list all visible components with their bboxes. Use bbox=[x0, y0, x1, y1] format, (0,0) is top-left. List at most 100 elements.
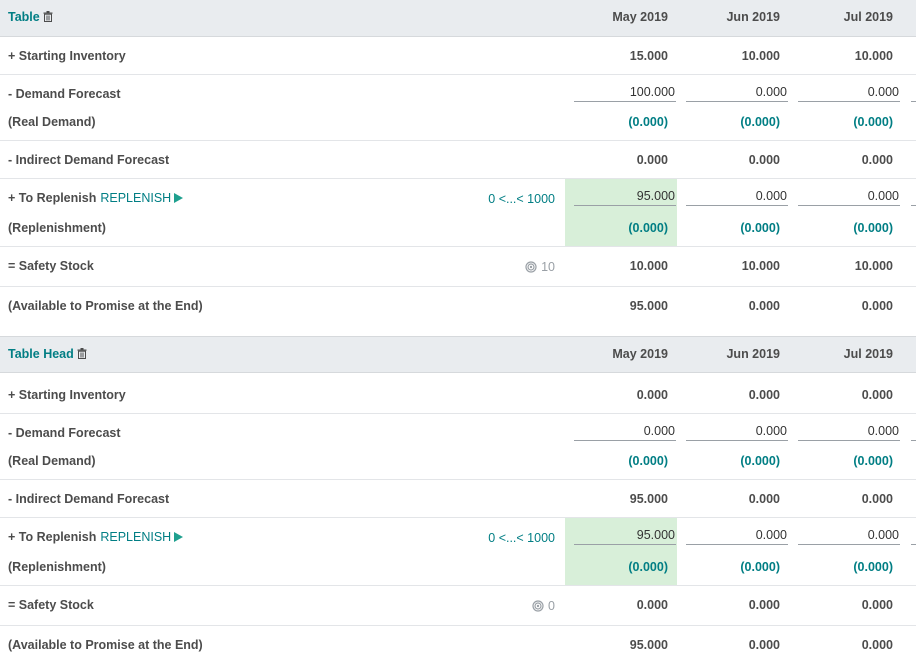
replenish-highlight-cell bbox=[565, 179, 677, 246]
row-divider bbox=[0, 479, 916, 480]
real-demand-value: (0.000) bbox=[740, 115, 780, 129]
column-header-month: Jun 2019 bbox=[726, 10, 780, 24]
input-edge bbox=[911, 544, 916, 545]
starting-inventory-value: 0.000 bbox=[636, 388, 668, 402]
play-icon bbox=[174, 532, 184, 542]
starting-inventory-value: 15.000 bbox=[629, 49, 668, 63]
indirect-demand-value: 0.000 bbox=[748, 153, 780, 167]
row-divider bbox=[0, 625, 916, 626]
input-edge bbox=[911, 440, 916, 441]
replenishment-value: (0.000) bbox=[853, 221, 893, 235]
available-to-promise-value: 0.000 bbox=[748, 638, 780, 652]
row-label-replenishment: (Replenishment) bbox=[8, 560, 106, 574]
target-icon bbox=[525, 261, 537, 273]
column-header-month: Jul 2019 bbox=[843, 347, 893, 361]
safety-stock-value: 10.000 bbox=[741, 259, 780, 273]
row-label-starting-inventory: + Starting Inventory bbox=[8, 388, 126, 402]
safety-stock-value: 10.000 bbox=[629, 259, 668, 273]
demand-forecast-input[interactable]: 0.000 bbox=[686, 84, 788, 102]
safety-stock-target[interactable]: 0 bbox=[515, 599, 555, 613]
row-divider bbox=[0, 585, 916, 586]
product-name-link[interactable]: Table Head bbox=[8, 347, 87, 362]
row-divider bbox=[0, 140, 916, 141]
row-label-real-demand: (Real Demand) bbox=[8, 115, 96, 129]
replenish-button[interactable]: REPLENISH bbox=[100, 530, 184, 544]
real-demand-value: (0.000) bbox=[628, 115, 668, 129]
available-to-promise-value: 0.000 bbox=[861, 299, 893, 313]
demand-forecast-input[interactable]: 0.000 bbox=[798, 84, 900, 102]
demand-forecast-input[interactable]: 100.000 bbox=[574, 84, 676, 102]
row-divider bbox=[0, 178, 916, 179]
to-replenish-input[interactable]: 0.000 bbox=[686, 188, 788, 206]
input-edge bbox=[911, 101, 916, 102]
row-label-safety-stock: = Safety Stock bbox=[8, 259, 94, 273]
row-label-starting-inventory: + Starting Inventory bbox=[8, 49, 126, 63]
indirect-demand-value: 95.000 bbox=[629, 492, 668, 506]
replenish-button[interactable]: REPLENISH bbox=[100, 191, 184, 205]
starting-inventory-value: 10.000 bbox=[854, 49, 893, 63]
to-replenish-input[interactable]: 95.000 bbox=[574, 188, 676, 206]
min-max-range-link[interactable]: 0 <...< 1000 bbox=[488, 192, 555, 206]
play-icon bbox=[174, 193, 184, 203]
to-replenish-input[interactable]: 0.000 bbox=[686, 527, 788, 545]
trash-icon[interactable] bbox=[43, 11, 53, 25]
column-header-month: Jul 2019 bbox=[843, 10, 893, 24]
real-demand-value: (0.000) bbox=[853, 115, 893, 129]
product-section-table-head: Table Head May 2019 Jun 2019 Jul 2019 + … bbox=[0, 336, 916, 671]
safety-stock-value: 0.000 bbox=[861, 598, 893, 612]
real-demand-value: (0.000) bbox=[853, 454, 893, 468]
row-label-real-demand: (Real Demand) bbox=[8, 454, 96, 468]
safety-stock-value: 10.000 bbox=[854, 259, 893, 273]
replenishment-value: (0.000) bbox=[628, 560, 668, 574]
trash-icon[interactable] bbox=[77, 348, 87, 362]
to-replenish-label: + To Replenish bbox=[8, 191, 97, 205]
product-section-table: Table May 2019 Jun 2019 Jul 2019 + Start… bbox=[0, 0, 916, 313]
replenishment-value: (0.000) bbox=[853, 560, 893, 574]
demand-forecast-input[interactable]: 0.000 bbox=[686, 423, 788, 441]
row-label-demand-forecast: - Demand Forecast bbox=[8, 87, 121, 101]
available-to-promise-value: 0.000 bbox=[748, 299, 780, 313]
row-label-indirect-demand: - Indirect Demand Forecast bbox=[8, 492, 170, 506]
safety-stock-value: 0.000 bbox=[748, 598, 780, 612]
row-label-replenishment: (Replenishment) bbox=[8, 221, 106, 235]
row-divider bbox=[0, 74, 916, 75]
product-header: Table Head May 2019 Jun 2019 Jul 2019 bbox=[0, 336, 916, 373]
real-demand-value: (0.000) bbox=[628, 454, 668, 468]
row-divider bbox=[0, 517, 916, 518]
to-replenish-input[interactable]: 0.000 bbox=[798, 527, 900, 545]
product-name-link[interactable]: Table bbox=[8, 10, 53, 25]
column-header-month: May 2019 bbox=[612, 347, 668, 361]
indirect-demand-value: 0.000 bbox=[861, 492, 893, 506]
product-header: Table May 2019 Jun 2019 Jul 2019 bbox=[0, 0, 916, 37]
row-label-demand-forecast: - Demand Forecast bbox=[8, 426, 121, 440]
real-demand-value: (0.000) bbox=[740, 454, 780, 468]
input-edge bbox=[911, 205, 916, 206]
row-label-safety-stock: = Safety Stock bbox=[8, 598, 94, 612]
replenishment-value: (0.000) bbox=[740, 221, 780, 235]
column-header-month: May 2019 bbox=[612, 10, 668, 24]
starting-inventory-value: 10.000 bbox=[741, 49, 780, 63]
available-to-promise-value: 95.000 bbox=[629, 299, 668, 313]
row-label-available-to-promise: (Available to Promise at the End) bbox=[8, 638, 203, 652]
row-label-indirect-demand: - Indirect Demand Forecast bbox=[8, 153, 170, 167]
demand-forecast-input[interactable]: 0.000 bbox=[798, 423, 900, 441]
available-to-promise-value: 95.000 bbox=[629, 638, 668, 652]
replenishment-value: (0.000) bbox=[628, 221, 668, 235]
starting-inventory-value: 0.000 bbox=[748, 388, 780, 402]
replenishment-value: (0.000) bbox=[740, 560, 780, 574]
row-divider bbox=[0, 286, 916, 287]
min-max-range-link[interactable]: 0 <...< 1000 bbox=[488, 531, 555, 545]
replenish-highlight-cell bbox=[565, 518, 677, 585]
to-replenish-input[interactable]: 95.000 bbox=[574, 527, 676, 545]
column-header-month: Jun 2019 bbox=[726, 347, 780, 361]
indirect-demand-value: 0.000 bbox=[636, 153, 668, 167]
row-label-to-replenish: + To Replenish REPLENISH bbox=[8, 530, 184, 544]
to-replenish-input[interactable]: 0.000 bbox=[798, 188, 900, 206]
available-to-promise-value: 0.000 bbox=[861, 638, 893, 652]
safety-stock-target[interactable]: 10 bbox=[515, 260, 555, 274]
target-icon bbox=[532, 600, 544, 612]
row-label-available-to-promise: (Available to Promise at the End) bbox=[8, 299, 203, 313]
indirect-demand-value: 0.000 bbox=[861, 153, 893, 167]
to-replenish-label: + To Replenish bbox=[8, 530, 97, 544]
demand-forecast-input[interactable]: 0.000 bbox=[574, 423, 676, 441]
